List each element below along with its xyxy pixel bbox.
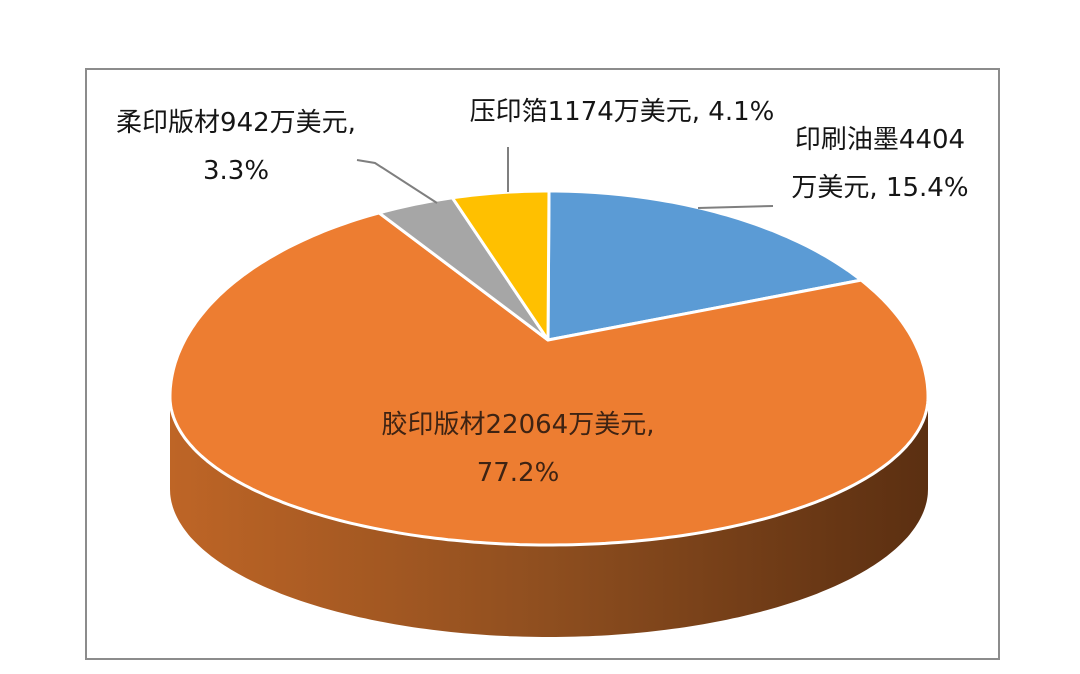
pie-slice-offset [168, 211, 930, 547]
leader-line-ink [697, 205, 774, 209]
data-label-offset-line1: 胶印版材22064万美元, [381, 410, 655, 440]
data-label-offset-line2: 77.2% [476, 458, 560, 488]
data-label-flexo-line2: 3.3% [202, 156, 270, 186]
data-label-ink-line1: 印刷油墨4404 [794, 125, 966, 155]
data-label-flexo: 柔印版材942万美元, 3.3% [86, 99, 386, 195]
data-label-flexo-line1: 柔印版材942万美元, [116, 108, 356, 138]
data-label-foil-line1: 压印箔1174万美元, 4.1% [469, 97, 775, 127]
pie-side-wall [170, 397, 928, 637]
pie-slice-foil [450, 189, 551, 342]
pie-slice-flexo [377, 196, 550, 342]
data-label-ink: 印刷油墨4404 万美元, 15.4% [730, 116, 1030, 212]
data-label-ink-line2: 万美元, 15.4% [791, 173, 969, 203]
leader-line-flexo [356, 159, 438, 204]
data-label-offset: 胶印版材22064万美元, 77.2% [368, 401, 668, 497]
data-label-foil: 压印箔1174万美元, 4.1% [462, 88, 782, 136]
pie-slice-ink [546, 189, 863, 342]
